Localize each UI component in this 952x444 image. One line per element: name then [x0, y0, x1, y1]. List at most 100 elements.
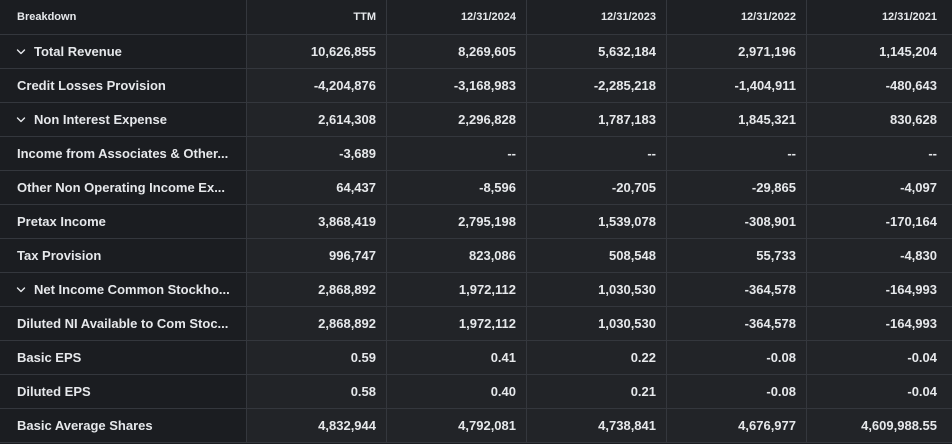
- cell-value: -308,901: [744, 214, 796, 229]
- cell-value: 2,868,892: [318, 316, 376, 331]
- value-cell: 64,437: [247, 171, 387, 204]
- value-cell: -0.08: [667, 375, 807, 408]
- value-cell: 55,733: [667, 239, 807, 272]
- value-cell: 4,609,988.55: [807, 409, 952, 442]
- cell-value: -1,404,911: [734, 78, 796, 93]
- header-col-ttm: TTM: [247, 0, 387, 34]
- row-label-cell[interactable]: Total Revenue: [0, 35, 247, 68]
- cell-value: -4,097: [900, 180, 937, 195]
- header-col-2023: 12/31/2023: [527, 0, 667, 34]
- cell-value: 1,972,112: [458, 282, 516, 297]
- value-cell: 0.59: [247, 341, 387, 374]
- value-cell: 8,269,605: [387, 35, 527, 68]
- cell-value: 4,792,081: [458, 418, 516, 433]
- cell-value: -0.04: [907, 384, 937, 399]
- value-cell: --: [667, 137, 807, 170]
- cell-value: 0.22: [630, 350, 656, 365]
- row-label-cell: Credit Losses Provision: [0, 69, 247, 102]
- cell-value: -170,164: [885, 214, 937, 229]
- header-breakdown-label: Breakdown: [17, 11, 77, 23]
- table-row: Tax Provision 996,747 823,086 508,548 55,733…: [0, 239, 952, 273]
- value-cell: 823,086: [387, 239, 527, 272]
- row-label-cell: Income from Associates & Other...: [0, 137, 247, 170]
- cell-value: 508,548: [609, 248, 656, 263]
- cell-value: 4,738,841: [598, 418, 656, 433]
- row-label-cell[interactable]: Net Income Common Stockho...: [0, 273, 247, 306]
- header-col-2024: 12/31/2024: [387, 0, 527, 34]
- cell-value: 64,437: [336, 180, 376, 195]
- row-label: Other Non Operating Income Ex...: [17, 180, 226, 195]
- table-row[interactable]: Net Income Common Stockho... 2,868,892 1,9…: [0, 273, 952, 307]
- cell-value: 1,845,321: [738, 112, 796, 127]
- row-label: Non Interest Expense: [34, 112, 167, 127]
- cell-value: 2,614,308: [318, 112, 376, 127]
- cell-value: -0.08: [766, 384, 796, 399]
- value-cell: -2,285,218: [527, 69, 667, 102]
- table-row: Basic EPS 0.59 0.41 0.22 -0.08 -0.04: [0, 341, 952, 375]
- row-label-cell: Other Non Operating Income Ex...: [0, 171, 247, 204]
- cell-value: 1,030,530: [598, 316, 656, 331]
- value-cell: 1,030,530: [527, 273, 667, 306]
- header-col-label: TTM: [353, 11, 376, 23]
- value-cell: -308,901: [667, 205, 807, 238]
- cell-value: 823,086: [469, 248, 516, 263]
- chevron-down-icon[interactable]: [16, 115, 26, 125]
- chevron-down-icon[interactable]: [16, 285, 26, 295]
- cell-value: --: [647, 146, 656, 161]
- cell-value: 8,269,605: [458, 44, 516, 59]
- row-label: Credit Losses Provision: [17, 78, 166, 93]
- row-label-cell[interactable]: Non Interest Expense: [0, 103, 247, 136]
- cell-value: -0.08: [766, 350, 796, 365]
- value-cell: 508,548: [527, 239, 667, 272]
- row-label-cell: Tax Provision: [0, 239, 247, 272]
- value-cell: 4,738,841: [527, 409, 667, 442]
- cell-value: 996,747: [329, 248, 376, 263]
- cell-value: 0.58: [350, 384, 376, 399]
- cell-value: 0.40: [490, 384, 516, 399]
- row-label-cell: Diluted NI Available to Com Stoc...: [0, 307, 247, 340]
- cell-value: 1,030,530: [598, 282, 656, 297]
- row-label: Diluted EPS: [17, 384, 91, 399]
- value-cell: -0.08: [667, 341, 807, 374]
- value-cell: 2,614,308: [247, 103, 387, 136]
- value-cell: 0.58: [247, 375, 387, 408]
- cell-value: 2,868,892: [318, 282, 376, 297]
- value-cell: 1,972,112: [387, 307, 527, 340]
- value-cell: 0.40: [387, 375, 527, 408]
- value-cell: -4,097: [807, 171, 952, 204]
- cell-value: -164,993: [885, 316, 937, 331]
- value-cell: -0.04: [807, 341, 952, 374]
- value-cell: --: [387, 137, 527, 170]
- table-row[interactable]: Total Revenue 10,626,855 8,269,605 5,632,18…: [0, 35, 952, 69]
- value-cell: 3,868,419: [247, 205, 387, 238]
- value-cell: 4,676,977: [667, 409, 807, 442]
- value-cell: 1,787,183: [527, 103, 667, 136]
- cell-value: -3,168,983: [453, 78, 516, 93]
- cell-value: 2,971,196: [738, 44, 796, 59]
- row-label: Basic EPS: [17, 350, 82, 365]
- cell-value: -3,689: [339, 146, 376, 161]
- table-row: Credit Losses Provision -4,204,876 -3,168,…: [0, 69, 952, 103]
- cell-value: --: [787, 146, 796, 161]
- header-col-2021: 12/31/2021: [807, 0, 952, 34]
- row-label: Total Revenue: [34, 44, 122, 59]
- table-header: Breakdown TTM 12/31/2024 12/31/2023 12/3…: [0, 0, 952, 35]
- table-row: Diluted NI Available to Com Stoc... 2,868…: [0, 307, 952, 341]
- row-label-cell: Basic EPS: [0, 341, 247, 374]
- row-label: Tax Provision: [17, 248, 102, 263]
- table-row[interactable]: Non Interest Expense 2,614,308 2,296,828 1,…: [0, 103, 952, 137]
- value-cell: --: [807, 137, 952, 170]
- value-cell: -4,204,876: [247, 69, 387, 102]
- value-cell: 2,971,196: [667, 35, 807, 68]
- value-cell: 1,145,204: [807, 35, 952, 68]
- cell-value: --: [507, 146, 516, 161]
- chevron-down-icon[interactable]: [16, 47, 26, 57]
- row-label: Net Income Common Stockho...: [34, 282, 230, 297]
- value-cell: 830,628: [807, 103, 952, 136]
- cell-value: 4,832,944: [318, 418, 376, 433]
- cell-value: -29,865: [751, 180, 796, 195]
- row-label: Basic Average Shares: [17, 418, 153, 433]
- table-row: Diluted EPS 0.58 0.40 0.21 -0.08 -0.04: [0, 375, 952, 409]
- cell-value: -4,830: [900, 248, 937, 263]
- cell-value: -0.04: [907, 350, 937, 365]
